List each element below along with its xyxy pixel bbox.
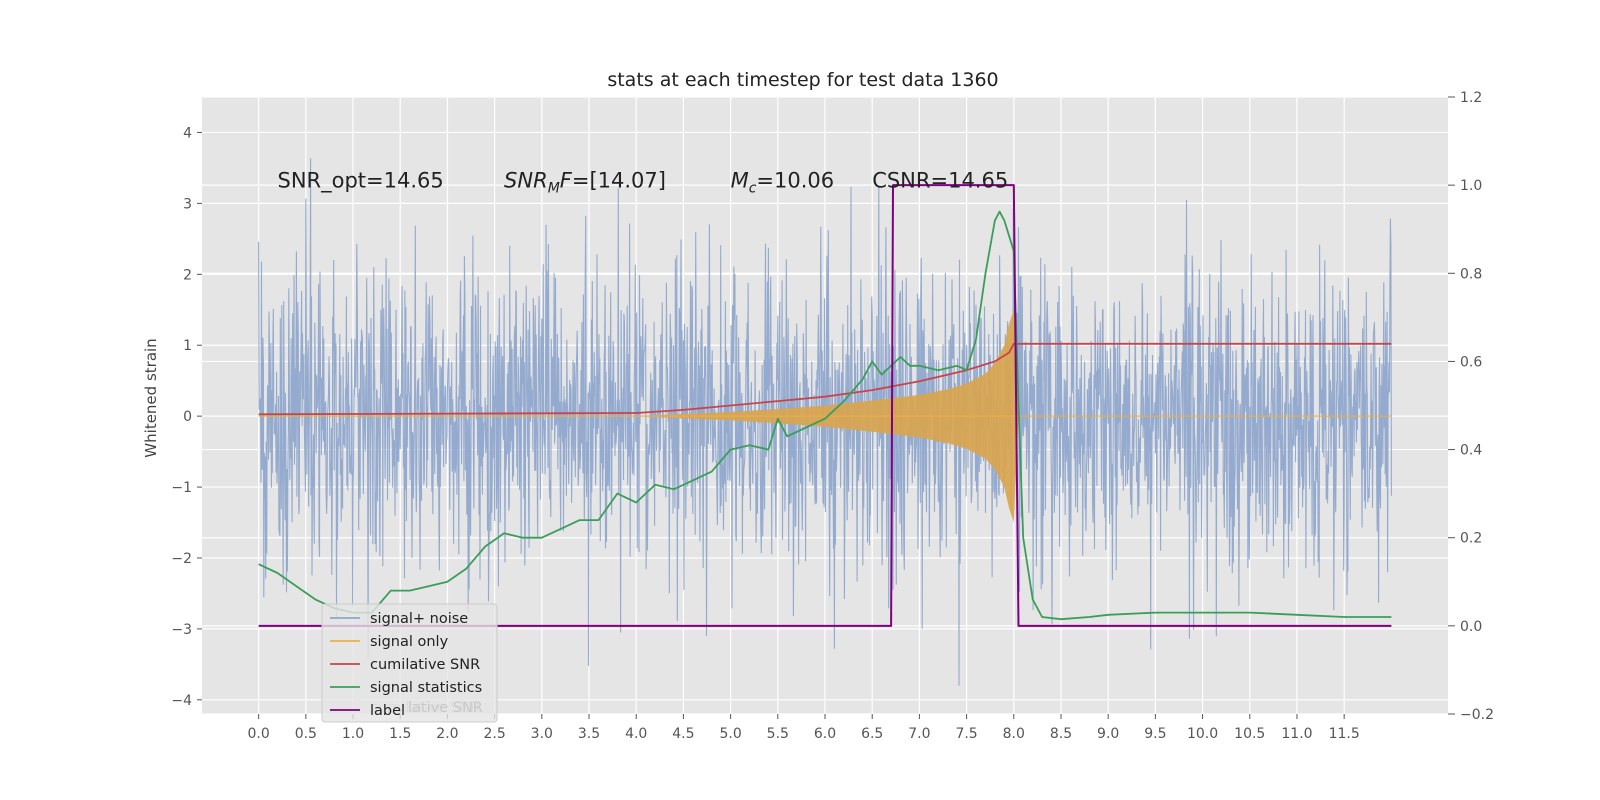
y2-tick-label: 1.2	[1460, 90, 1482, 106]
y-tick-label: 3	[183, 196, 192, 212]
x-tick-label: 2.0	[436, 726, 458, 742]
y2-tick-label: 0.6	[1460, 354, 1482, 370]
y-tick-label: 0	[183, 409, 192, 425]
chart-title: stats at each timestep for test data 136…	[607, 69, 998, 91]
x-tick-label: 4.0	[625, 726, 647, 742]
series-label-line	[258, 184, 1392, 627]
y-axis-label: Whitened strain	[142, 338, 160, 457]
series-cumilative-snr-line	[258, 342, 1392, 416]
x-tick-label: 1.0	[342, 726, 364, 742]
x-tick-label: 2.5	[483, 726, 505, 742]
x-tick-label: 6.0	[814, 726, 836, 742]
x-tick-label: 8.5	[1050, 726, 1072, 742]
legend-label: signal statistics	[370, 680, 482, 696]
y-tick-label: −2	[171, 551, 192, 567]
y2-tick-label: 0.4	[1460, 443, 1482, 459]
x-tick-label: 10.5	[1234, 726, 1265, 742]
y-tick-label: 1	[183, 338, 192, 354]
y-tick-label: −3	[171, 622, 192, 638]
legend-label: label	[370, 703, 405, 719]
y-tick-label: 2	[183, 267, 192, 283]
y2-tick-label: 0.2	[1460, 531, 1482, 547]
y2-tick-label: 0.8	[1460, 266, 1482, 282]
legend-label: cumilative SNR	[370, 657, 480, 673]
y2-tick-label: 1.0	[1460, 178, 1482, 194]
x-tick-label: 5.0	[719, 726, 741, 742]
series-layer	[258, 158, 1392, 686]
x-tick-label: 1.5	[389, 726, 411, 742]
y-tick-label: 4	[183, 125, 192, 141]
annotation-text: SNRMF=[14.07]	[504, 169, 666, 197]
y2-tick-label: 0.0	[1460, 619, 1482, 635]
annotations: SNR_opt=14.65 SNRMF=[14.07] Mc=10.06 CSNR=1…	[278, 169, 1009, 197]
x-tick-label: 3.0	[531, 726, 553, 742]
x-tick-label: 7.5	[955, 726, 977, 742]
legend-box	[321, 603, 498, 723]
legend-label: signal only	[370, 634, 449, 650]
x-tick-label: 6.5	[861, 726, 883, 742]
y2-tick-label: −0.2	[1460, 707, 1494, 723]
legend-label: signal+ noise	[370, 611, 468, 627]
series-signal-statistics-line	[258, 210, 1392, 621]
x-tick-label: 5.5	[767, 726, 789, 742]
x-tick-label: 10.0	[1187, 726, 1218, 742]
annotation-text: Mc=10.06	[731, 169, 835, 197]
x-tick-label: 9.0	[1097, 726, 1119, 742]
annotation-text: CSNR=14.65	[872, 169, 1008, 193]
y-tick-label: −4	[171, 693, 192, 709]
legend-overlap-text: lative SNR	[408, 700, 483, 716]
annotation-text: SNR_opt=14.65	[278, 169, 444, 194]
x-tick-label: 7.0	[908, 726, 930, 742]
x-tick-label: 11.0	[1281, 726, 1312, 742]
x-tick-label: 11.5	[1329, 726, 1360, 742]
x-tick-label: 8.0	[1003, 726, 1025, 742]
x-tick-label: 9.5	[1144, 726, 1166, 742]
y-tick-label: −1	[171, 480, 192, 496]
x-tick-label: 0.5	[295, 726, 317, 742]
x-tick-label: 4.5	[672, 726, 694, 742]
x-tick-label: 3.5	[578, 726, 600, 742]
axes-layer: 0.0 0.5 1.0 1.5 2.0 2.5 3.0 3.5 4.0 4.5 5.0 5.5 6.0 6…	[171, 90, 1494, 742]
x-tick-label: 0.0	[248, 726, 270, 742]
